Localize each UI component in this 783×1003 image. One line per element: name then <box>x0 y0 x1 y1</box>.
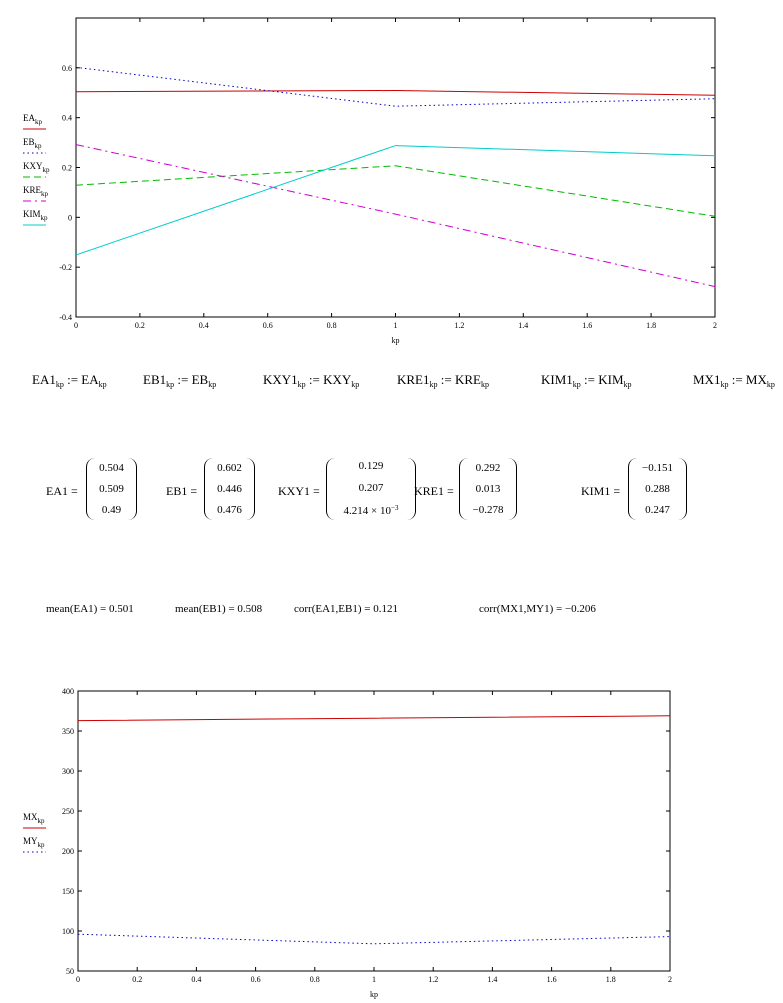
chart-top: 0 0.2 0.4 0.6 0.8 1 1.2 1.4 1.6 1.8 2 -0.4 -0.2 0 0.2 0… <box>23 17 717 345</box>
series-line-eb <box>75 66 716 107</box>
y-tick-label: -0.4 <box>59 313 72 322</box>
def-kre1: KRE1kp := KREkp <box>397 372 489 389</box>
y-tick-label: 0.6 <box>62 64 72 73</box>
x-axis-label: kp <box>392 336 400 345</box>
x-tick-label: 0.6 <box>251 975 261 984</box>
stat-corr-ea1-eb1: corr(EA1,EB1) = 0.121 <box>294 603 398 615</box>
matrix-kim1-label: KIM1 = <box>581 484 621 498</box>
legend-label-eb: EBkp <box>23 137 42 150</box>
plot-frame <box>75 17 716 318</box>
legend-label-ea: EAkp <box>23 113 43 126</box>
y-tick-label: 50 <box>66 967 74 976</box>
y-tick-label: 350 <box>62 727 74 736</box>
x-tick-label: 2 <box>668 975 672 984</box>
y-tick-label: 0.2 <box>62 164 72 173</box>
matrix-kxy1-label: KXY1 = <box>278 484 320 498</box>
def-mx1: MX1kp := MXkp <box>693 372 775 389</box>
legend-label-kim: KIMkp <box>23 209 48 222</box>
stat-corr-mx1-my1: corr(MX1,MY1) = −0.206 <box>479 603 596 615</box>
x-tick-label: 0.4 <box>191 975 201 984</box>
def-ea1: EA1kp := EAkp <box>32 372 107 389</box>
x-tick-label: 2 <box>713 321 717 330</box>
y-tick-label: 300 <box>62 767 74 776</box>
x-tick-label: 1.2 <box>454 321 464 330</box>
x-tick-label: 1.8 <box>646 321 656 330</box>
x-tick-label: 0 <box>74 321 78 330</box>
x-tick-label: 1.4 <box>518 321 528 330</box>
x-tick-label: 1.8 <box>606 975 616 984</box>
stat-mean-ea1: mean(EA1) = 0.501 <box>46 603 134 615</box>
legend-label-my: MYkp <box>23 836 45 849</box>
x-tick-label: 0.6 <box>263 321 273 330</box>
y-tick-label: 250 <box>62 807 74 816</box>
series-line-ea <box>75 90 716 96</box>
x-axis-label: kp <box>370 990 378 999</box>
series-line-kxy <box>75 165 716 217</box>
matrix-kxy1: 0.129 0.207 4.214 × 10−3 <box>326 458 416 520</box>
matrix-ea1-label: EA1 = <box>46 484 78 498</box>
x-tick-label: 1.6 <box>547 975 557 984</box>
matrix-eb1-label: EB1 = <box>166 484 198 498</box>
x-tick-label: 1 <box>372 975 376 984</box>
def-kim1: KIM1kp := KIMkp <box>541 372 632 389</box>
plot-frame <box>77 690 671 972</box>
y-tick-label: 150 <box>62 887 74 896</box>
stat-mean-eb1: mean(EB1) = 0.508 <box>175 603 263 615</box>
x-tick-label: 1.4 <box>487 975 497 984</box>
matrix-kre1-label: KRE1 = <box>414 484 454 498</box>
legend-label-mx: MXkp <box>23 812 45 825</box>
matrix-kre1: 0.292 0.013 −0.278 <box>459 458 517 520</box>
legend-label-kxy: KXYkp <box>23 161 50 174</box>
x-tick-label: 1.6 <box>582 321 592 330</box>
matrix-kim1: −0.151 0.288 0.247 <box>628 458 687 520</box>
x-tick-label: 0.4 <box>199 321 209 330</box>
def-kxy1: KXY1kp := KXYkp <box>263 372 360 389</box>
y-tick-label: 200 <box>62 847 74 856</box>
chart-bottom: 0 0.2 0.4 0.6 0.8 1 1.2 1.4 1.6 1.8 25010015020025… <box>23 687 672 999</box>
series-line-my <box>77 933 671 945</box>
x-tick-label: 0.8 <box>310 975 320 984</box>
x-tick-label: 0.2 <box>132 975 142 984</box>
y-tick-label: 0.4 <box>62 114 72 123</box>
def-eb1: EB1kp := EBkp <box>143 372 217 389</box>
legend-label-kre: KREkp <box>23 185 49 198</box>
y-tick-label: 0 <box>68 213 72 222</box>
y-tick-label: -0.2 <box>59 263 72 272</box>
series-line-kim <box>75 145 716 256</box>
x-tick-label: 0.2 <box>135 321 145 330</box>
matrix-eb1: 0.602 0.446 0.476 <box>204 458 255 520</box>
matrix-ea1: 0.504 0.509 0.49 <box>86 458 137 520</box>
y-tick-label: 400 <box>62 687 74 696</box>
y-tick-label: 100 <box>62 927 74 936</box>
x-tick-label: 0.8 <box>327 321 337 330</box>
x-tick-label: 1.2 <box>428 975 438 984</box>
x-tick-label: 0 <box>76 975 80 984</box>
x-tick-label: 1 <box>394 321 398 330</box>
